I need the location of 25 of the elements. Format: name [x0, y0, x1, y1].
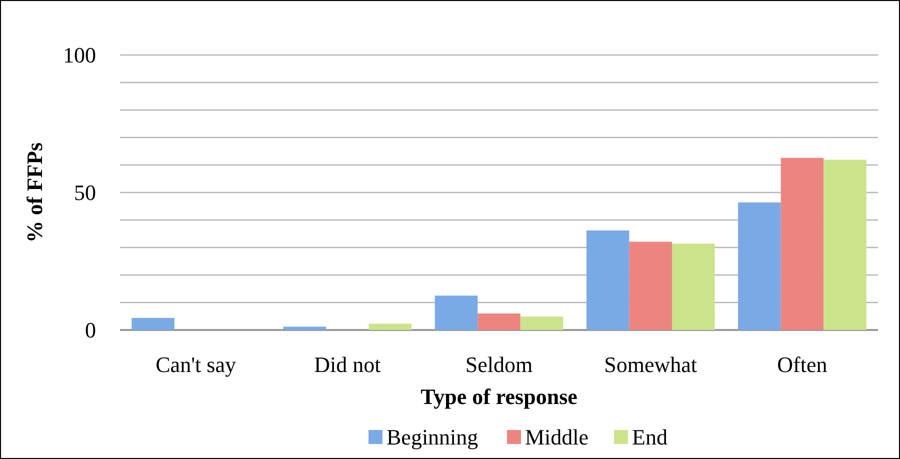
- bar: [283, 326, 326, 330]
- bar: [672, 244, 715, 330]
- legend-label: Middle: [525, 424, 589, 450]
- legend-label: End: [632, 424, 668, 450]
- x-axis-title: Type of response: [420, 384, 578, 409]
- x-tick-label: Seldom: [465, 352, 533, 377]
- bar: [478, 314, 520, 330]
- bar: [132, 318, 174, 330]
- bar: [629, 242, 672, 330]
- bar: [738, 202, 781, 330]
- x-tick-label: Somewhat: [604, 352, 698, 377]
- bar: [780, 158, 824, 330]
- y-tick-label: 0: [85, 318, 96, 343]
- legend-label: Beginning: [386, 424, 478, 450]
- y-axis-title: % of FFPs: [22, 142, 47, 243]
- bar: [520, 316, 564, 330]
- bar: [824, 160, 866, 330]
- x-tick-label: Often: [777, 352, 828, 377]
- bar: [368, 324, 412, 330]
- bar: [586, 230, 630, 330]
- y-tick-label: 50: [74, 180, 96, 206]
- x-tick-label: Can't say: [156, 352, 236, 377]
- bar: [434, 296, 478, 330]
- y-tick-label: 100: [63, 42, 96, 68]
- x-tick-label: Did not: [314, 352, 381, 377]
